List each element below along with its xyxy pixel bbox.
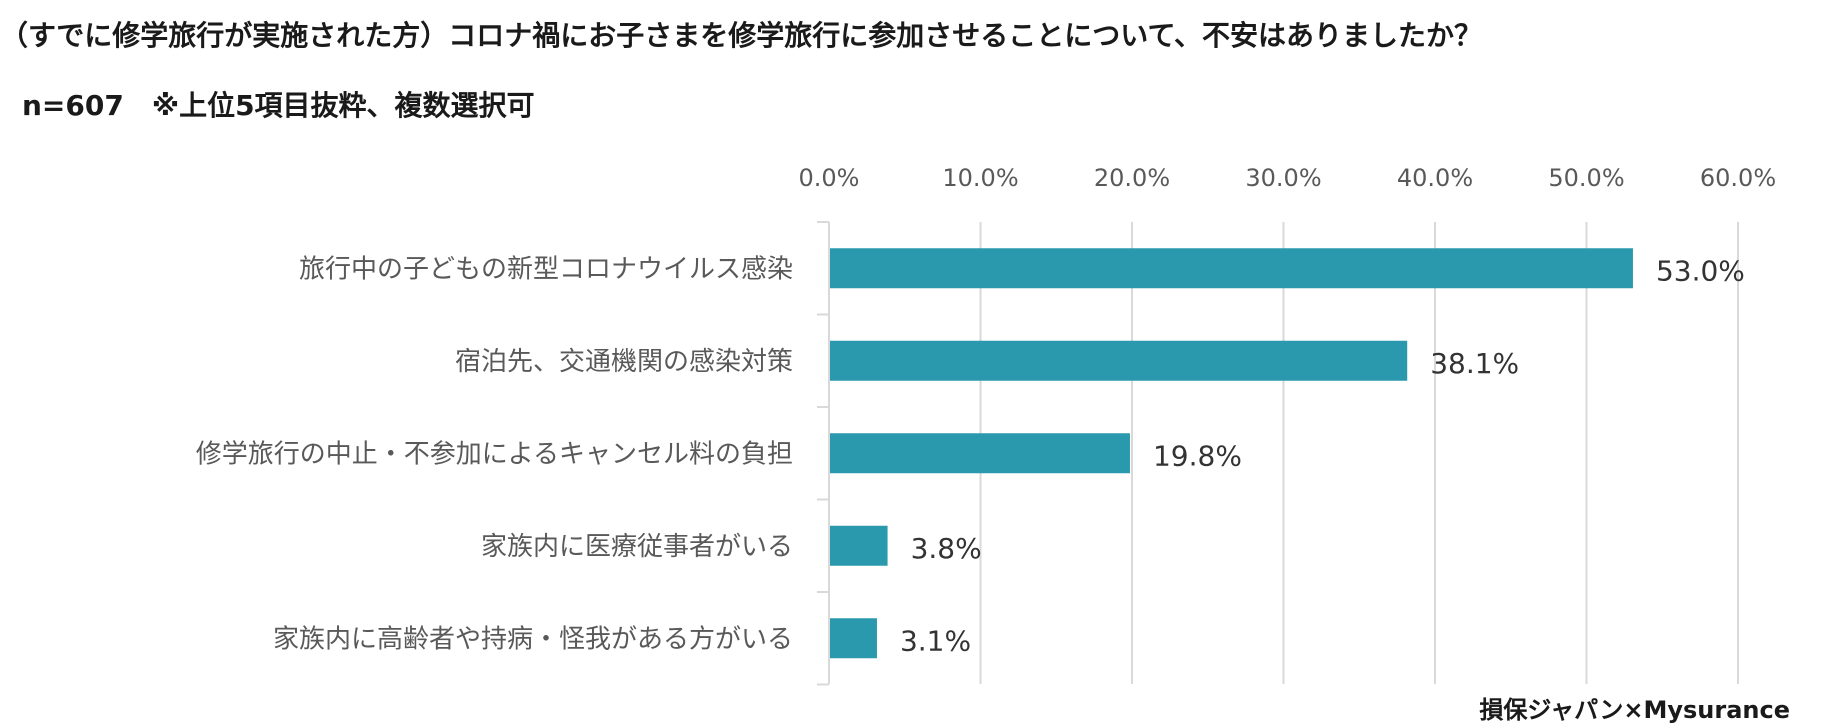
category-label: 宿泊先、交通機関の感染対策 [455, 347, 793, 377]
category-label: 家族内に高齢者や持病・怪我がある方がいる [273, 624, 793, 654]
bar [830, 248, 1633, 289]
data-label: 19.8% [1153, 439, 1242, 472]
category-label: 旅行中の子どもの新型コロナウイルス感染 [299, 254, 793, 284]
bar [830, 618, 877, 659]
x-tick-label: 60.0% [1700, 164, 1776, 192]
bar [830, 433, 1130, 474]
source-credit: 損保ジャパン×Mysurance [1479, 696, 1790, 724]
chart-title: （すでに修学旅行が実施された方）コロナ禍にお子さまを修学旅行に参加させることにつ… [0, 19, 1483, 52]
bar [830, 525, 888, 566]
data-label: 3.8% [911, 532, 982, 565]
data-label: 53.0% [1656, 254, 1745, 287]
x-tick-label: 0.0% [799, 164, 860, 192]
category-label: 修学旅行の中止・不参加によるキャンセル料の負担 [196, 439, 793, 469]
x-tick-label: 40.0% [1397, 164, 1473, 192]
bar [830, 340, 1408, 381]
data-label: 3.1% [900, 624, 971, 657]
chart-subtitle: n=607 ※上位5項目抜粋、複数選択可 [22, 89, 535, 122]
x-tick-label: 50.0% [1548, 164, 1624, 192]
x-tick-label: 20.0% [1094, 164, 1170, 192]
x-tick-label: 30.0% [1245, 164, 1321, 192]
category-label: 家族内に医療従事者がいる [481, 532, 793, 562]
data-label: 38.1% [1430, 347, 1519, 380]
x-tick-label: 10.0% [942, 164, 1018, 192]
